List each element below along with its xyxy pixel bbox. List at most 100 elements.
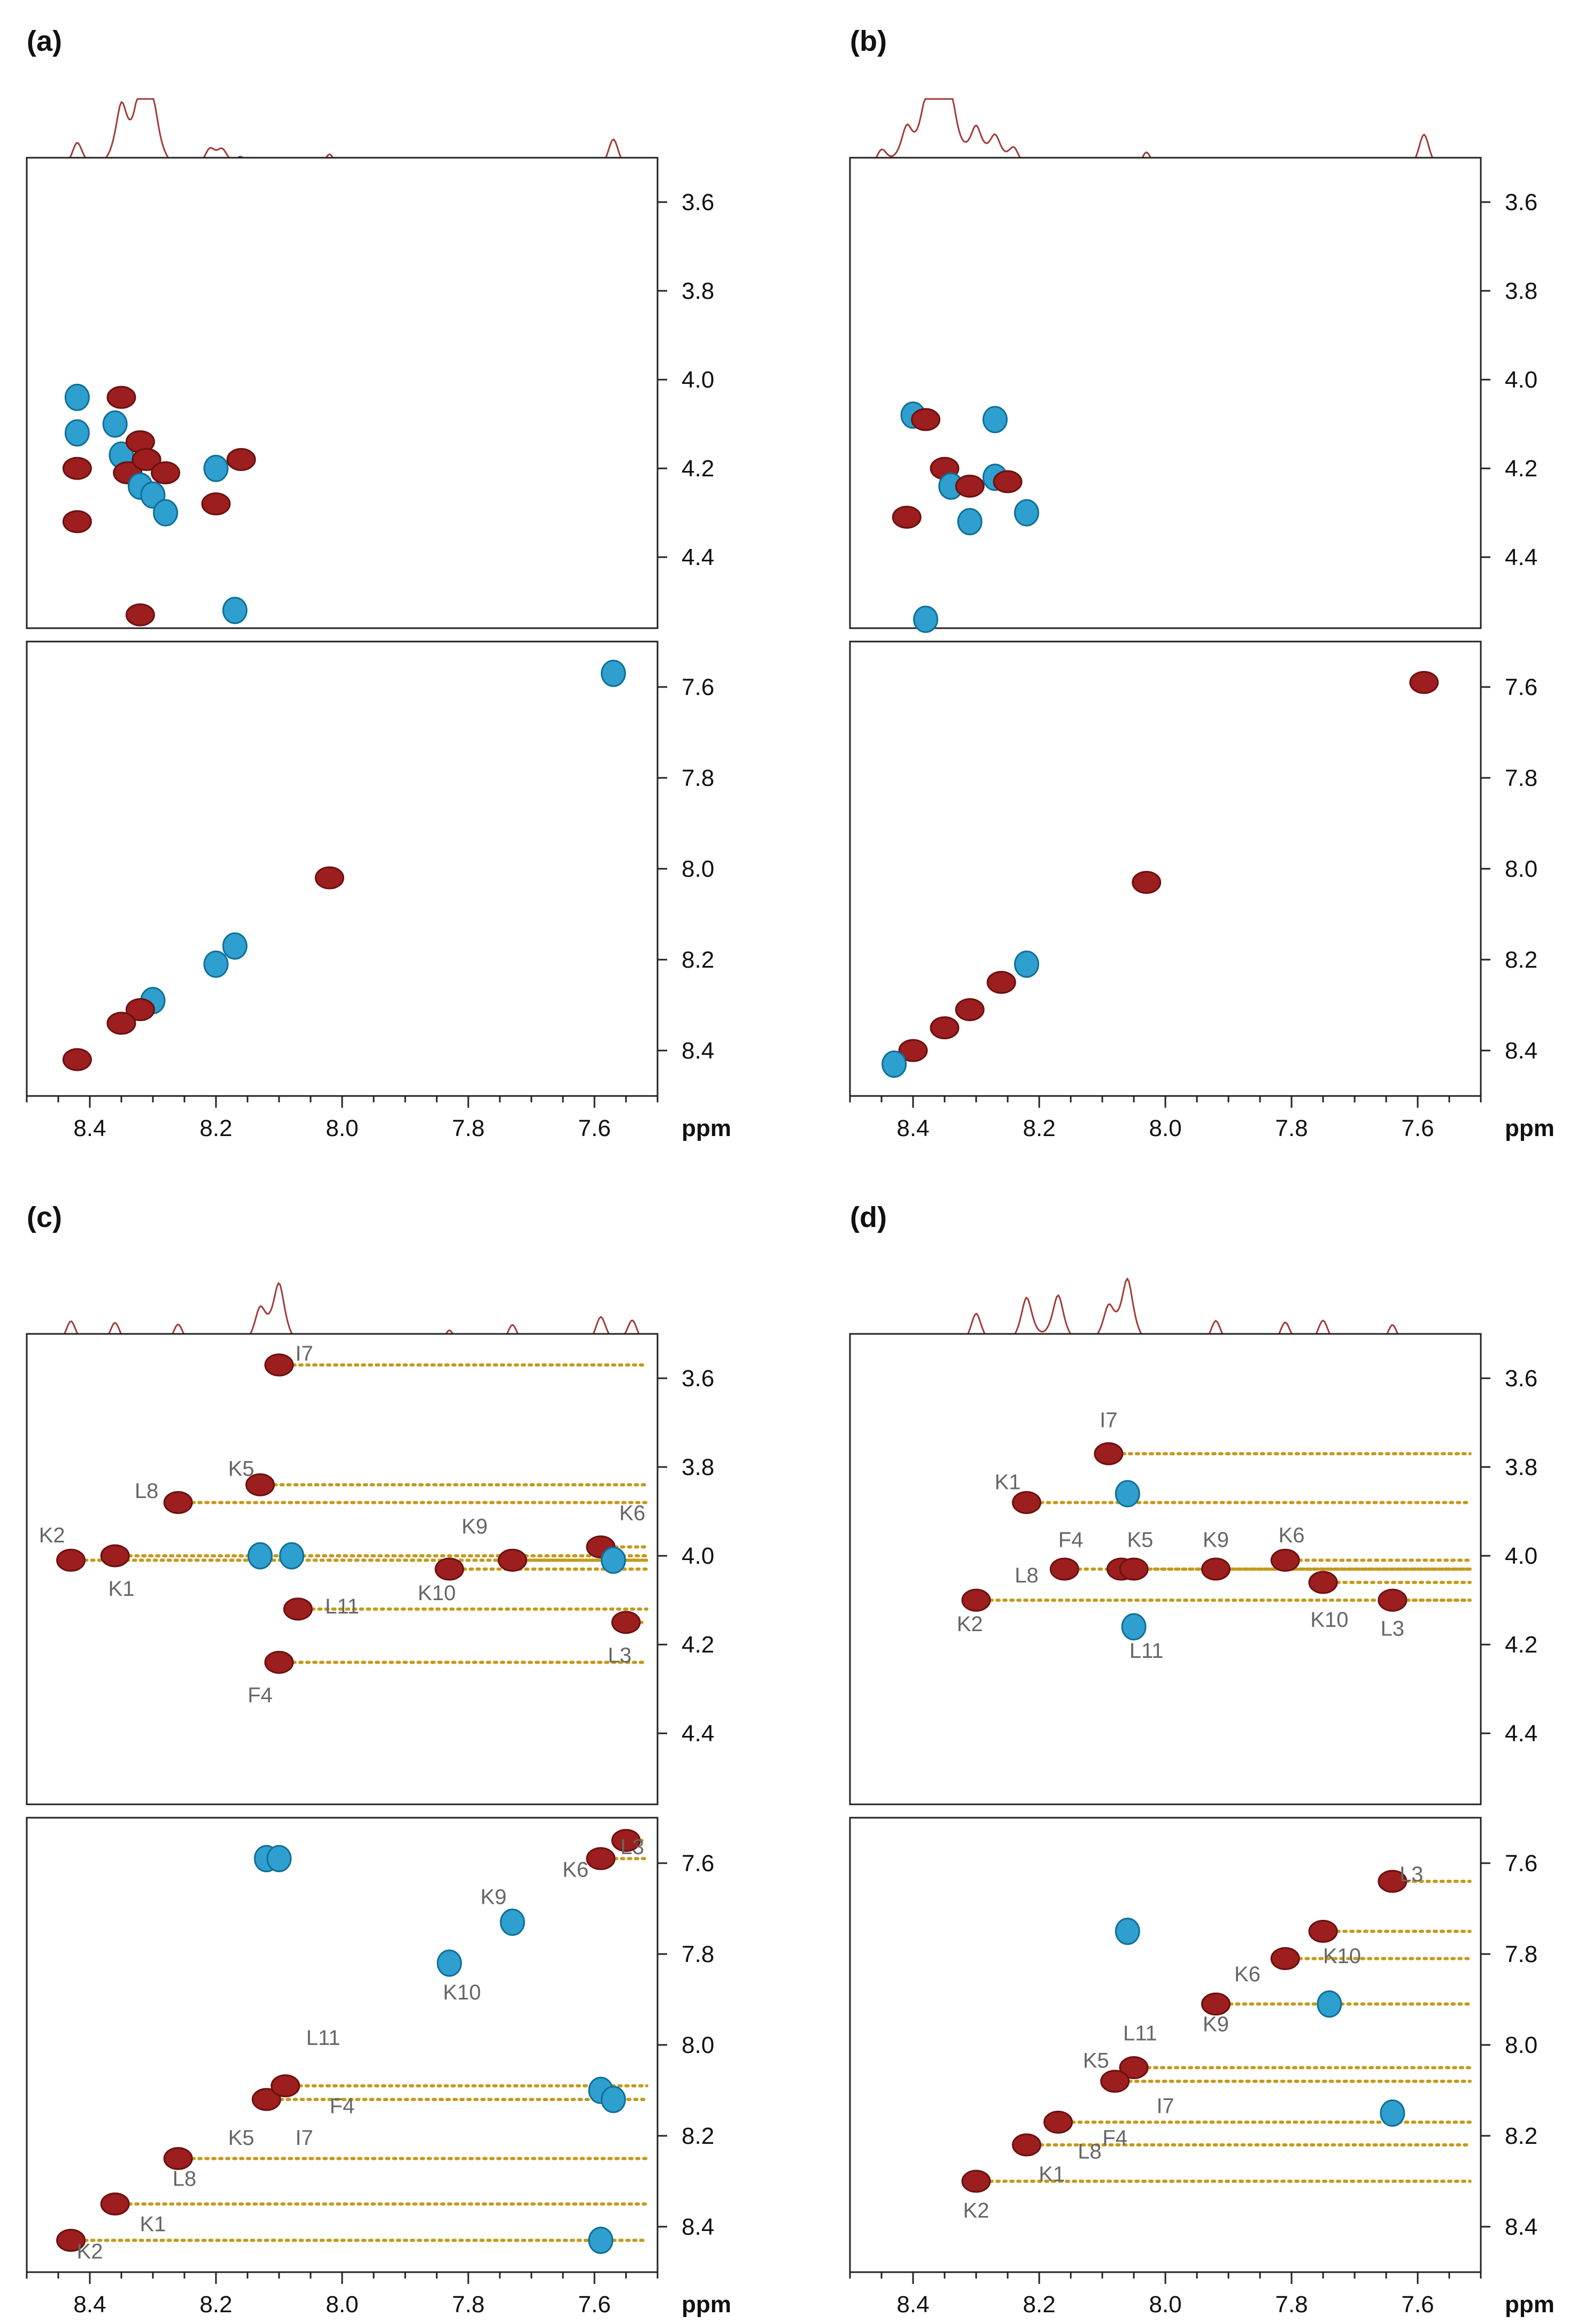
cross-peak (437, 1949, 462, 1977)
cross-peak (600, 660, 626, 687)
y-tick-label: 7.8 (1505, 1941, 1537, 1967)
y-tick-label: 4.2 (1505, 1632, 1537, 1658)
y-tick-label: 3.8 (682, 278, 714, 304)
cross-peak (892, 505, 922, 529)
y-tick-label: 8.4 (682, 2214, 714, 2240)
top-plot: 3.6 3.8 4.0 4.2 4.4 I7 K5 L8 K9 K6 K2 K1 K10 L11 L3 F4 (26, 1333, 714, 1805)
peak-label: K1 (109, 1577, 135, 1601)
panel-1: (b) 3.6 3.8 4.0 4.2 4.4 7.6 7.8 8.0 8.2 8.4 8.4 8.2 8… (849, 25, 1555, 1141)
cross-peak (961, 2169, 991, 2193)
x-tick-label: 7.6 (578, 2291, 610, 2318)
bottom-plot: 7.6 7.8 8.0 8.2 8.4 (26, 640, 714, 1097)
x-tick-label: 8.2 (199, 2291, 232, 2318)
y-tick-label: 7.6 (682, 1850, 714, 1877)
cross-peak (913, 605, 939, 633)
peak-label: L3 (621, 1835, 645, 1859)
cross-peak (270, 2074, 300, 2097)
peak-label: K2 (39, 1524, 65, 1547)
y-tick-label: 4.2 (682, 1632, 714, 1658)
top-plot: 3.6 3.8 4.0 4.2 4.4 (849, 157, 1537, 633)
x-tick-label: 8.4 (896, 1115, 929, 1141)
peak-label: K6 (619, 1502, 645, 1525)
cross-peak (222, 932, 248, 960)
peak-label: K5 (1083, 2049, 1109, 2073)
bottom-frame (26, 1817, 659, 2273)
cross-peak (64, 383, 90, 411)
y-tick-label: 7.8 (682, 765, 714, 791)
y-tick-label: 4.2 (682, 455, 714, 482)
y-tick-label: 8.2 (682, 947, 714, 973)
x-tick-label: 8.4 (73, 2291, 106, 2318)
cross-peak (435, 1557, 465, 1581)
cross-peak (1380, 2099, 1405, 2127)
cross-peak (201, 492, 231, 516)
x-tick-label: 8.4 (896, 2291, 929, 2318)
cross-peak (203, 454, 229, 482)
panel-label: (b) (850, 25, 887, 57)
peak-label: I7 (296, 2126, 313, 2150)
peak-label: K5 (228, 2126, 254, 2150)
cross-peak (1308, 1571, 1338, 1594)
panel-3: (d) 3.6 3.8 4.0 4.2 4.4 I7 K1 F4 K5 K9 K6 L8 K2 L11 K10… (849, 1201, 1555, 2318)
y-tick-label: 4.0 (1505, 1543, 1537, 1569)
top-plot: 3.6 3.8 4.0 4.2 4.4 I7 K1 F4 K5 K9 K6 L8 K2 L11 K10 L3 (849, 1333, 1537, 1805)
cross-peak (132, 448, 161, 472)
x-tick-label: 7.8 (452, 1115, 484, 1141)
cross-peak (163, 1491, 193, 1514)
peak-label: K1 (995, 1471, 1021, 1494)
peak-label: K9 (461, 1515, 488, 1539)
y-tick-label: 8.0 (1505, 2032, 1537, 2058)
peak-label: K9 (1203, 2013, 1229, 2036)
peak-label: K10 (1310, 1608, 1348, 1632)
cross-peak (203, 951, 229, 978)
y-tick-label: 3.6 (1505, 1365, 1537, 1392)
cross-peak (957, 508, 983, 536)
peak-label: K2 (77, 2240, 103, 2264)
cross-peak (62, 510, 92, 534)
cross-peak (1119, 1557, 1149, 1581)
y-tick-label: 3.8 (682, 1454, 714, 1480)
cross-peak (1121, 1613, 1147, 1641)
cross-peak (264, 1353, 294, 1377)
panel-0: (a) 3.6 3.8 4.0 4.2 4.4 7.6 7.8 8.0 8.2 8.4 8.4 8.2 8… (26, 25, 731, 1141)
panel-label: (a) (27, 25, 62, 57)
peak-label: F4 (1102, 2126, 1127, 2150)
cross-peak (1270, 1947, 1300, 1970)
y-tick-label: 3.6 (682, 189, 714, 215)
panel-label: (c) (27, 1201, 62, 1233)
cross-peak (1378, 1588, 1408, 1612)
cross-peak (125, 998, 155, 1021)
peak-label: L11 (1130, 1639, 1164, 1663)
cross-peak (62, 457, 92, 480)
cross-peak (222, 597, 248, 624)
cross-peak (56, 1548, 86, 1572)
top-frame (849, 157, 1482, 629)
cross-peak (283, 1597, 313, 1621)
cross-peak (1308, 1920, 1338, 1943)
peak-label: K2 (957, 1612, 983, 1636)
top-plot: 3.6 3.8 4.0 4.2 4.4 (26, 157, 714, 629)
cross-peak (882, 1051, 907, 1078)
cross-peak (226, 448, 256, 472)
x-tick-label: 7.8 (452, 2291, 484, 2318)
cross-peak (100, 1544, 130, 1568)
cross-peak (62, 1048, 92, 1071)
peak-label: L3 (608, 1643, 632, 1667)
peak-label: K1 (140, 2213, 166, 2236)
panel-label: (d) (850, 1201, 887, 1233)
cross-peak (1094, 1442, 1124, 1465)
cross-peak (248, 1542, 273, 1570)
cross-peak (611, 1829, 641, 1852)
y-tick-label: 8.4 (682, 1038, 714, 1064)
x-tick-label: 7.6 (578, 1115, 610, 1141)
x-tick-label: 7.8 (1275, 2291, 1308, 2318)
y-tick-label: 7.6 (1505, 1850, 1537, 1877)
cross-peak (898, 1039, 928, 1062)
cross-peak (498, 1548, 528, 1572)
cross-peak (56, 2229, 86, 2252)
cross-peak (961, 1588, 991, 1612)
cross-peak (1100, 2070, 1130, 2093)
x-tick-label: 8.2 (1023, 2291, 1055, 2318)
